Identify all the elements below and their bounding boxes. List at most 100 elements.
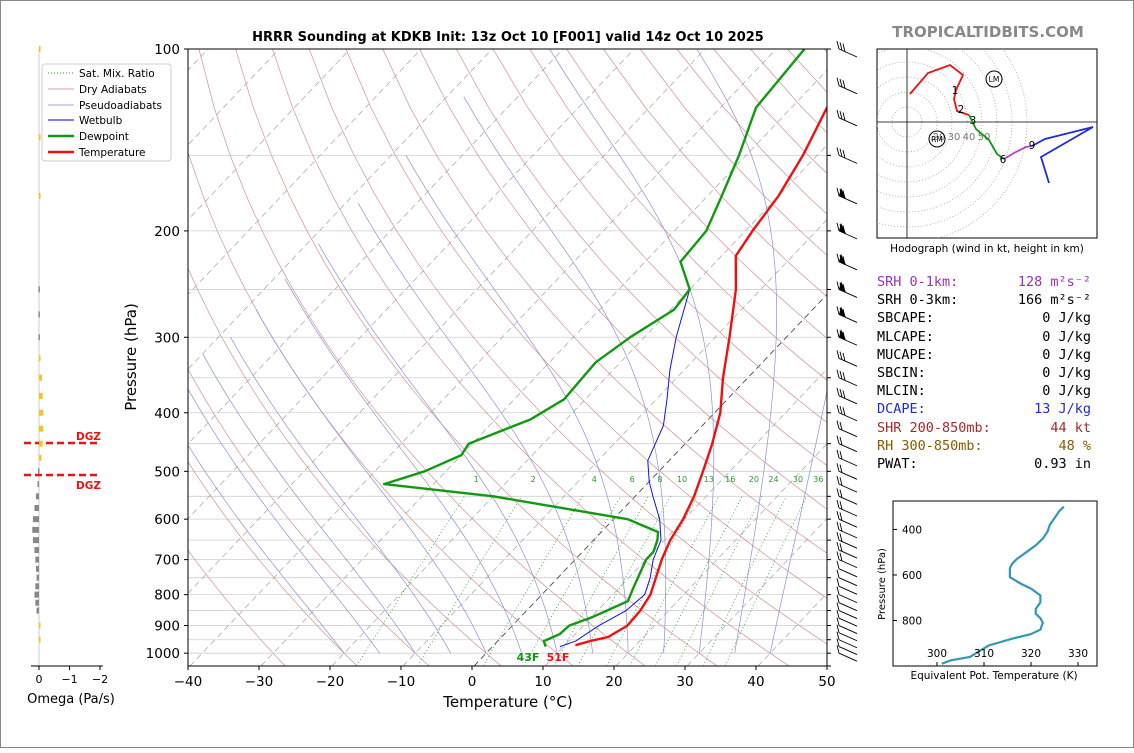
- wind-barb: [837, 603, 857, 619]
- stat-value: 0 J/kg: [1042, 364, 1127, 382]
- hodograph-height-label: 3: [970, 115, 977, 127]
- omega-bar: [38, 468, 40, 474]
- wind-barb-flag: [837, 570, 839, 578]
- omega-bar: [35, 600, 39, 606]
- stat-row: SHR 200-850mb:44 kt: [877, 419, 1127, 437]
- pseudoadiabat-line: [285, 279, 522, 654]
- wind-barb-flag: [837, 603, 839, 611]
- stat-value: 0.93 in: [1034, 455, 1127, 473]
- omega-bar: [36, 493, 39, 499]
- mix-ratio-line: [677, 496, 762, 666]
- hodograph-height-label: 1: [952, 85, 959, 97]
- stat-label: SRH 0-3km:: [877, 291, 958, 309]
- wind-barb-flag: [837, 41, 839, 49]
- omega-bar: [39, 441, 43, 447]
- wind-barb-flag: [843, 150, 845, 158]
- wind-barb-flag: [843, 112, 845, 120]
- y-tick-label: 400: [154, 406, 180, 422]
- surface-temperature-label: 51F: [547, 651, 570, 664]
- wind-barb-flag: [837, 587, 839, 595]
- wind-barb-flag: [837, 405, 839, 413]
- wind-barb: [837, 610, 857, 626]
- thetae-frame: [893, 501, 1097, 666]
- wind-barb-flag: [837, 281, 839, 289]
- omega-bar: [37, 481, 39, 487]
- stat-label: SRH 0-1km:: [877, 273, 958, 291]
- wind-barb-flag: [837, 595, 839, 603]
- pseudoadiabat-line: [318, 244, 557, 654]
- omega-tick-label: −1: [61, 673, 77, 686]
- wind-barb-flag: [837, 147, 839, 155]
- surface-dewpoint-label: 43F: [517, 651, 540, 664]
- omega-bar: [39, 455, 41, 461]
- mix-ratio-label: 13: [704, 475, 714, 484]
- isotherm-line: [119, 49, 705, 666]
- stat-value: 166 m²s⁻²: [1018, 291, 1127, 309]
- omega-bar: [39, 637, 41, 643]
- y-axis-label: Pressure (hPa): [122, 303, 140, 411]
- hodograph-ring-label: 50: [978, 132, 991, 143]
- wind-barb-flag: [843, 44, 845, 52]
- storm-motion-label: LM: [989, 75, 1000, 84]
- stat-value: 128 m²s⁻²: [1018, 273, 1127, 291]
- x-tick-label: 50: [818, 674, 835, 690]
- x-tick-label: 10: [534, 674, 551, 690]
- omega-xlabel: Omega (Pa/s): [27, 692, 115, 707]
- wind-barb-flag: [837, 436, 839, 444]
- stat-value: 13 J/kg: [1034, 400, 1127, 418]
- skewt-axes: 1002003004005006007008009001000−40−30−20…: [146, 41, 857, 690]
- x-tick-label: −30: [245, 674, 274, 690]
- mix-ratio-label: 6: [630, 475, 635, 484]
- stat-row: MLCIN:0 J/kg: [877, 382, 1127, 400]
- omega-bar: [34, 547, 39, 553]
- x-tick-label: 20: [605, 674, 622, 690]
- hodograph-ring-label: 40: [963, 132, 976, 143]
- wind-barb: [837, 223, 857, 239]
- stat-row: RH 300-850mb:48 %: [877, 437, 1127, 455]
- stat-row: SRH 0-1km: 128 m²s⁻²: [877, 273, 1127, 291]
- mix-ratio-label: 10: [677, 475, 687, 484]
- y-tick-label: 300: [154, 330, 180, 346]
- stat-value: 0 J/kg: [1042, 382, 1127, 400]
- mix-ratio-label: 16: [725, 475, 735, 484]
- wind-barb-flag: [837, 488, 839, 496]
- hodograph-height-label: 6: [1000, 154, 1007, 166]
- wind-barb-flag: [843, 80, 845, 88]
- wind-barb-flag: [837, 476, 839, 484]
- wind-barb-flag: [837, 188, 839, 196]
- omega-bar: [34, 592, 39, 598]
- wind-barb-staff: [839, 626, 857, 634]
- dry-adiabat-line: [199, 49, 645, 666]
- wind-barb-flag: [837, 329, 839, 337]
- wind-barb: [837, 388, 857, 404]
- omega-bar: [39, 393, 43, 399]
- y-tick-label: 700: [154, 553, 180, 569]
- wind-barb-flag: [837, 223, 839, 231]
- brand-logo: TROPICALTIDBITS.COM: [892, 23, 1084, 41]
- mix-ratio-line: [630, 496, 719, 666]
- pseudoadiabat-line: [231, 337, 451, 653]
- wind-barb: [837, 618, 857, 634]
- wind-barb-flag: [837, 306, 839, 314]
- wind-barb: [837, 306, 857, 322]
- legend-temperature: Temperature: [78, 147, 146, 159]
- wind-barb: [837, 370, 857, 386]
- legend: Sat. Mix. Ratio Dry Adiabats Pseudoadiab…: [42, 64, 171, 161]
- wind-barb: [837, 41, 857, 57]
- wind-barb: [837, 110, 857, 126]
- wind-barb-flag: [843, 390, 845, 398]
- wind-barb: [837, 625, 857, 641]
- omega-bar: [32, 527, 39, 533]
- mix-ratio-label: 4: [592, 475, 597, 484]
- thetae-x-tick-label: 310: [974, 648, 994, 660]
- pseudoadiabat-line: [406, 155, 628, 653]
- dgz-label-bottom: DGZ: [76, 480, 101, 492]
- storm-motion-label: RM: [931, 135, 943, 144]
- x-tick-label: 30: [676, 674, 693, 690]
- thetae-x-tick-label: 330: [1068, 648, 1088, 660]
- wind-barb-staff: [839, 595, 857, 603]
- stat-row: MLCAPE:0 J/kg: [877, 328, 1127, 346]
- omega-bar: [39, 375, 42, 381]
- thetae-xlabel: Equivalent Pot. Temperature (K): [910, 670, 1077, 682]
- stat-value: 0 J/kg: [1042, 328, 1127, 346]
